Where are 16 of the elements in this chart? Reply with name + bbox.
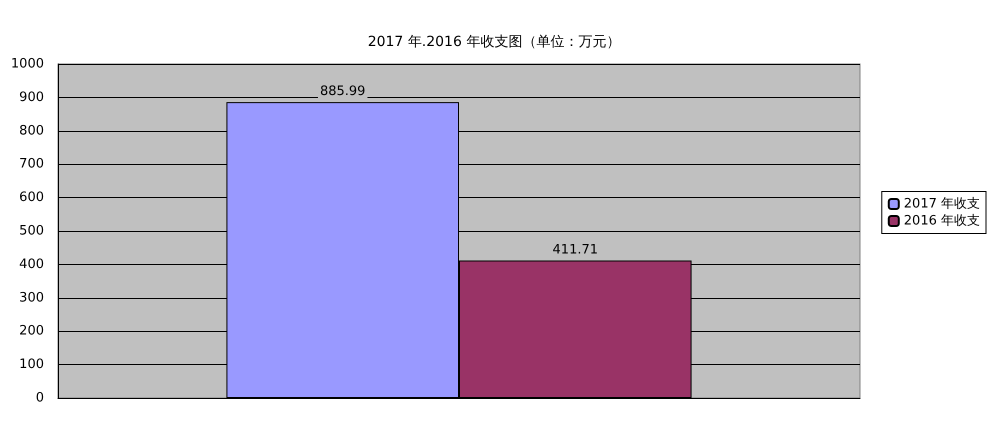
data-label: 885.99 [320,84,366,100]
y-tick-label: 1000 [10,56,44,72]
legend-label: 2017 年收支 [904,196,980,212]
chart-title: 2017 年.2016 年收支图（单位：万元） [368,34,620,50]
y-tick-label: 900 [19,90,44,105]
y-tick-label: 0 [36,390,44,406]
y-tick-label: 500 [19,224,44,238]
y-tick-label: 300 [19,290,44,306]
y-tick-label: 600 [19,190,44,206]
y-tick-label: 100 [19,357,44,372]
legend-label: 2016 年收支 [904,214,980,228]
y-tick-label: 700 [19,156,44,172]
data-label: 411.71 [552,242,598,258]
y-tick-label: 800 [19,123,44,138]
y-tick-label: 200 [19,324,44,339]
y-tick-label: 400 [19,256,44,272]
